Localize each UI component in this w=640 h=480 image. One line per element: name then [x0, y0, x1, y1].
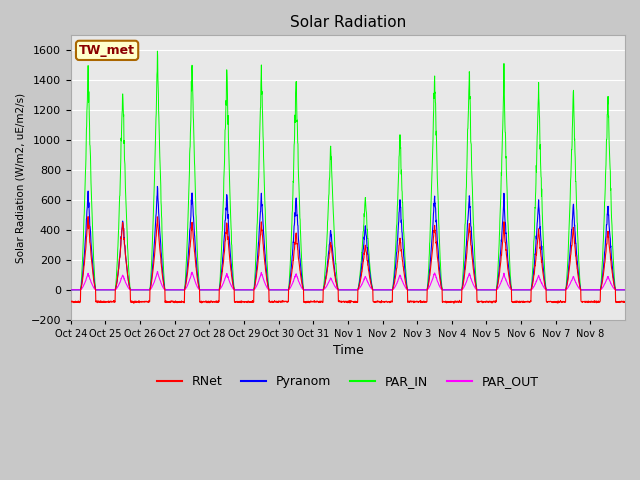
Legend: RNet, Pyranom, PAR_IN, PAR_OUT: RNet, Pyranom, PAR_IN, PAR_OUT [152, 370, 544, 393]
Y-axis label: Solar Radiation (W/m2, uE/m2/s): Solar Radiation (W/m2, uE/m2/s) [15, 93, 25, 263]
Text: TW_met: TW_met [79, 44, 135, 57]
X-axis label: Time: Time [333, 344, 364, 357]
Title: Solar Radiation: Solar Radiation [290, 15, 406, 30]
